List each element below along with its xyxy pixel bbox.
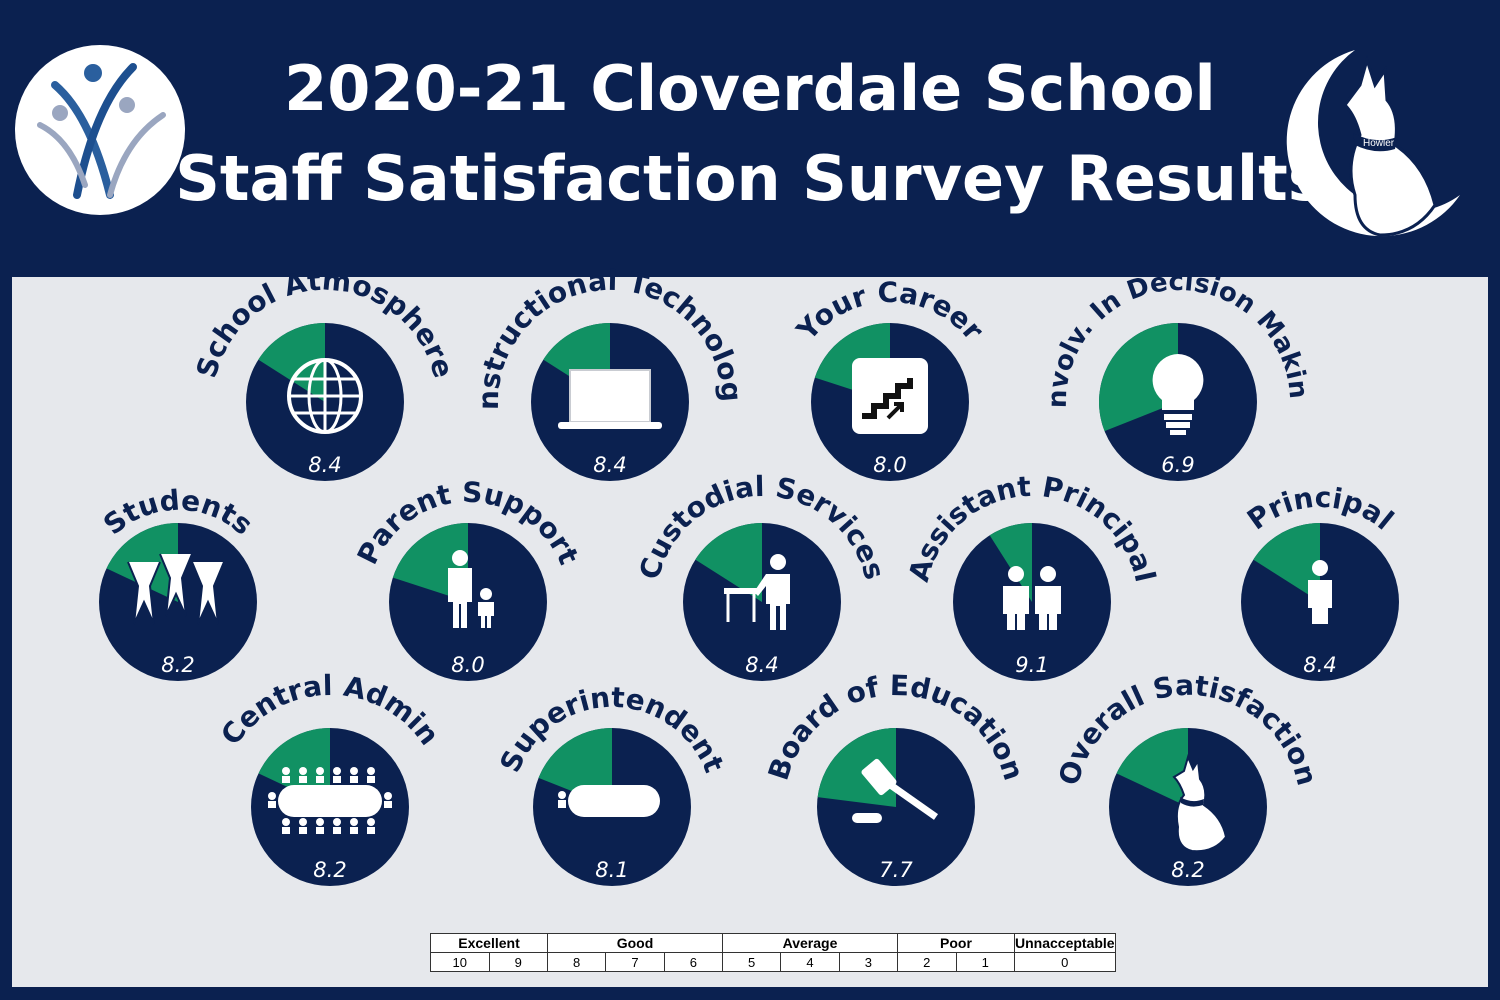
rating-label: Poor [897, 933, 1015, 953]
score-value: 8.4 [593, 453, 626, 477]
rating-number: 5 [721, 952, 782, 972]
score-value: 8.0 [451, 653, 484, 677]
gavel-icon [852, 758, 939, 823]
remainder-slice [1253, 523, 1320, 602]
rating-number: 9 [488, 952, 548, 972]
rating-number: 1 [955, 952, 1015, 972]
title-line-1: 2020-21 Cloverdale School [284, 52, 1216, 125]
students-icon [127, 553, 225, 625]
score-value: 6.9 [1161, 453, 1194, 477]
rating-label: Good [547, 933, 723, 953]
rating-number: 10 [430, 952, 490, 972]
rating-number: 6 [663, 952, 724, 972]
two-people-icon [1003, 566, 1061, 630]
mascot-bandana-text: Howler [1363, 138, 1395, 149]
desk-icon [558, 785, 660, 817]
rating-scale-table: Excellent Good Average Poor Unnacceptable 10… [430, 933, 1116, 972]
rating-scale-numbers: 10 9 8 7 6 5 4 3 2 1 0 [430, 952, 1116, 972]
rating-number: 8 [546, 952, 607, 972]
rating-label: Excellent [430, 933, 548, 953]
parent-child-icon [448, 550, 494, 628]
rating-scale-labels: Excellent Good Average Poor Unnacceptable [430, 933, 1116, 953]
remainder-slice [1099, 323, 1178, 432]
score-value: 8.4 [745, 653, 778, 677]
rating-label: Average [722, 933, 898, 953]
laptop-icon [558, 369, 662, 429]
rating-number: 7 [605, 952, 665, 972]
person-icon [1308, 560, 1332, 624]
score-value: 8.2 [161, 653, 194, 677]
globe-icon [287, 358, 363, 434]
wolf-moon-logo-icon: Howler [1286, 50, 1460, 237]
rating-number: 0 [1014, 952, 1116, 972]
rating-number: 2 [897, 952, 957, 972]
score-value: 8.2 [313, 858, 346, 882]
score-value: 7.7 [879, 858, 913, 882]
lightbulb-icon [1152, 354, 1204, 435]
rating-label: Unnacceptable [1014, 933, 1116, 953]
score-value: 8.0 [873, 453, 906, 477]
score-value: 8.2 [1171, 858, 1204, 882]
score-value: 8.1 [595, 858, 628, 882]
score-value: 9.1 [1015, 653, 1048, 677]
remainder-slice [1116, 728, 1188, 807]
score-value: 8.4 [1303, 653, 1336, 677]
title-line-2: Staff Satisfaction Survey Results [175, 142, 1325, 215]
header: 2020-21 Cloverdale School Staff Satisfac… [0, 0, 1500, 270]
remainder-slice [989, 523, 1032, 602]
custodian-icon [724, 554, 790, 630]
score-value: 8.4 [308, 453, 341, 477]
rating-number: 3 [838, 952, 899, 972]
remainder-slice [258, 323, 325, 402]
conference-table-icon [268, 767, 392, 834]
remainder-slice [695, 523, 762, 602]
wolf-mascot-icon [1150, 751, 1232, 853]
rating-number: 4 [780, 952, 840, 972]
career-stairs-icon [852, 358, 928, 434]
people-logo-icon [15, 45, 185, 215]
